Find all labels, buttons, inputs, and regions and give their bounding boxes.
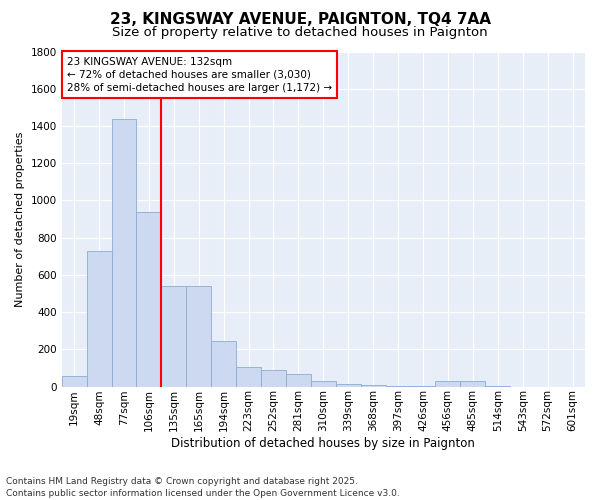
Bar: [161, 286, 186, 386]
Y-axis label: Number of detached properties: Number of detached properties: [15, 132, 25, 306]
Bar: [211, 341, 236, 386]
Bar: [286, 374, 311, 386]
Bar: [136, 212, 161, 386]
Text: Contains HM Land Registry data © Crown copyright and database right 2025.
Contai: Contains HM Land Registry data © Crown c…: [6, 476, 400, 498]
Bar: [112, 120, 136, 386]
Bar: [460, 381, 485, 386]
Bar: [186, 286, 211, 386]
Text: 23, KINGSWAY AVENUE, PAIGNTON, TQ4 7AA: 23, KINGSWAY AVENUE, PAIGNTON, TQ4 7AA: [110, 12, 491, 28]
Bar: [86, 250, 112, 386]
Bar: [62, 376, 86, 386]
Bar: [336, 384, 361, 386]
Text: Size of property relative to detached houses in Paignton: Size of property relative to detached ho…: [112, 26, 488, 39]
X-axis label: Distribution of detached houses by size in Paignton: Distribution of detached houses by size …: [172, 437, 475, 450]
Bar: [436, 381, 460, 386]
Text: 23 KINGSWAY AVENUE: 132sqm
← 72% of detached houses are smaller (3,030)
28% of s: 23 KINGSWAY AVENUE: 132sqm ← 72% of deta…: [67, 56, 332, 93]
Bar: [361, 384, 386, 386]
Bar: [261, 370, 286, 386]
Bar: [236, 367, 261, 386]
Bar: [311, 381, 336, 386]
